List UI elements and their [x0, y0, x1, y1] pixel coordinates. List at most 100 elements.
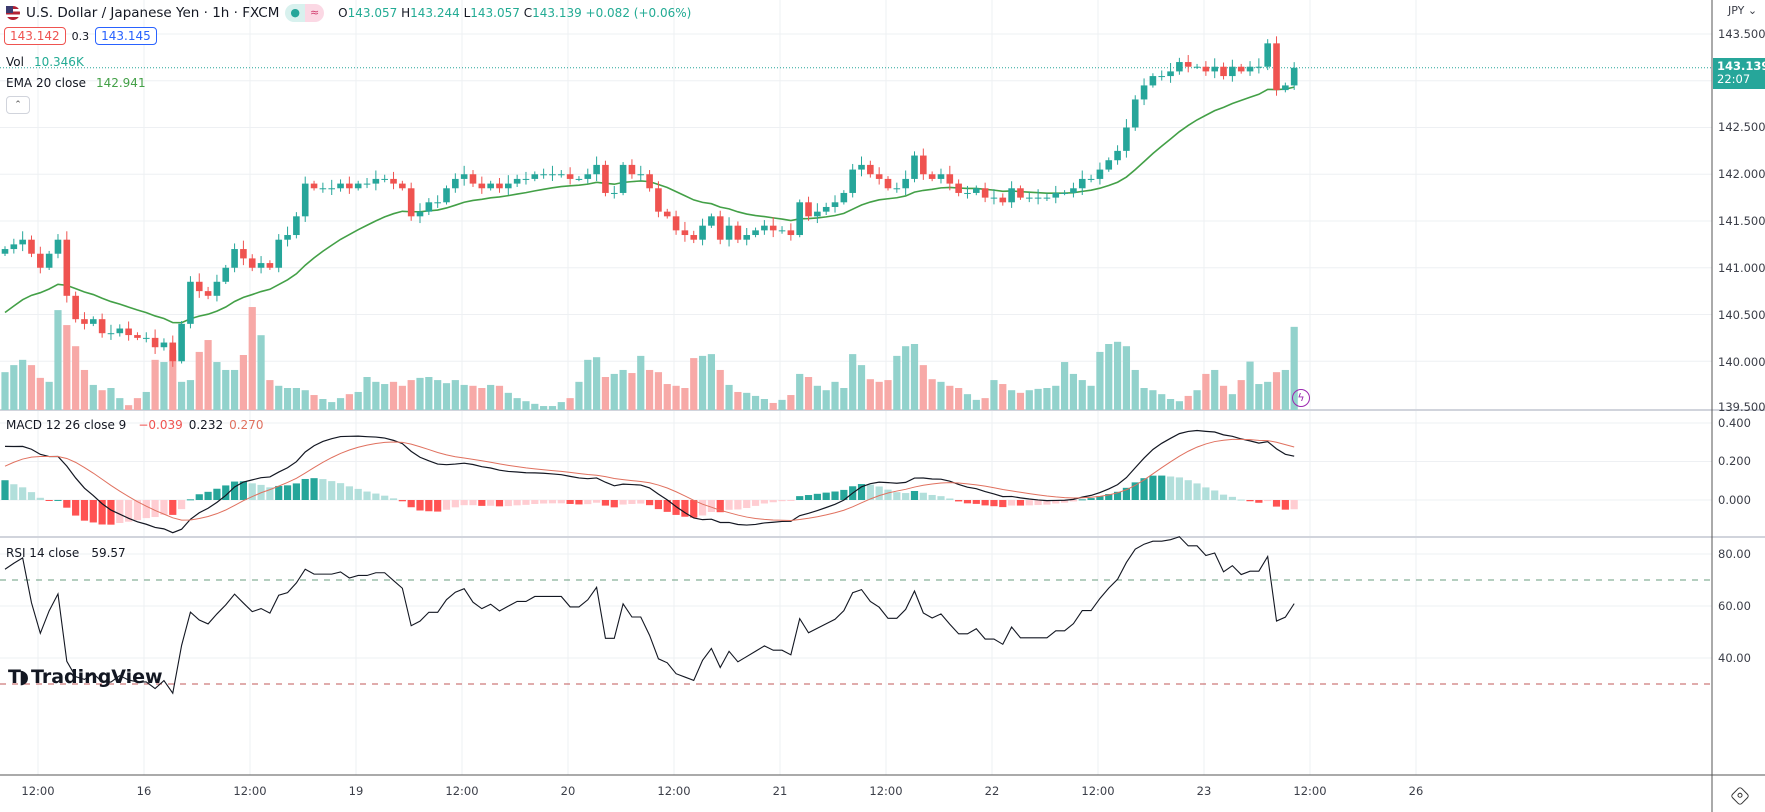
volume-bar [301, 390, 309, 410]
candle-body [1176, 62, 1183, 72]
volume-bar [336, 398, 345, 410]
candle-body [946, 174, 954, 184]
macd-histogram-bar [142, 500, 150, 519]
lightning-event-icon[interactable]: ϟ [1292, 389, 1310, 407]
candle-body [964, 192, 971, 194]
volume-bar [663, 384, 671, 410]
volume-bar [681, 388, 689, 410]
volume-bar [1184, 395, 1192, 410]
candle-body [1193, 66, 1201, 68]
macd-histogram-bar [416, 500, 424, 511]
candle-body [81, 319, 88, 324]
macd-histogram-bar [910, 490, 919, 500]
macd-histogram-bar [107, 500, 115, 525]
candle-body [734, 225, 742, 240]
macd-histogram-bar [610, 500, 618, 508]
rsi-legend[interactable]: RSI 14 close 59.57 [6, 546, 126, 560]
macd-histogram-bar [628, 500, 636, 504]
candle-body [540, 174, 547, 176]
volume-bar [981, 398, 989, 410]
candle-body [284, 235, 291, 240]
macd-histogram-bar [469, 500, 477, 506]
volume-bar [107, 388, 115, 410]
ema-legend[interactable]: EMA 20 close 142.941 [6, 76, 146, 90]
volume-bar [637, 355, 645, 410]
rsi-tick-label: 80.00 [1718, 547, 1751, 561]
tradingview-logo[interactable]: T◗ TradingView [8, 666, 163, 688]
macd-tick-label: 0.400 [1718, 416, 1751, 430]
volume-bar [955, 388, 963, 410]
volume-bar [142, 391, 150, 410]
volume-bar [813, 385, 821, 410]
macd-histogram-bar [698, 500, 707, 516]
time-tick-label: 26 [1408, 784, 1424, 798]
volume-bar [734, 391, 742, 410]
volume-bar [1193, 390, 1201, 410]
macd-histogram-bar [1237, 499, 1245, 501]
macd-histogram-bar [778, 500, 786, 502]
volume-bar [902, 346, 910, 410]
candle-body [116, 328, 124, 334]
volume-bar [487, 384, 495, 410]
volume-bar [787, 395, 795, 410]
volume-bar [460, 384, 468, 410]
volume-bar [566, 398, 574, 410]
macd-histogram-bar [769, 500, 777, 503]
candle-body [487, 183, 494, 189]
volume-bar [1087, 385, 1095, 410]
currency-dropdown[interactable]: JPY ⌄ [1728, 4, 1758, 17]
candle-body [1114, 150, 1121, 161]
candle-body [275, 239, 283, 268]
macd-histogram-bar [336, 483, 345, 500]
candle-body [363, 183, 371, 185]
volume-bar [1113, 341, 1122, 410]
macd-legend[interactable]: MACD 12 26 close 9 −0.039 0.232 0.270 [6, 418, 264, 432]
volume-bar [292, 388, 300, 410]
volume-bar [866, 379, 874, 410]
volume-bar [54, 310, 62, 410]
candle-body [1211, 66, 1219, 72]
volume-bar [610, 373, 618, 410]
candle-body [849, 169, 856, 193]
volume-bar [725, 384, 733, 410]
collapse-legend-button[interactable]: ⌃ [6, 96, 30, 114]
volume-bar [19, 359, 27, 410]
volume-bar [389, 381, 398, 410]
candle-body [566, 174, 574, 179]
volume-bar [1255, 384, 1263, 410]
volume-legend[interactable]: Vol 10.346K [6, 55, 84, 69]
buy-price-button[interactable]: 143.145 [95, 27, 157, 45]
candle-body [354, 183, 362, 189]
candle-body [1264, 43, 1271, 67]
candle-body [1, 249, 9, 254]
last-price-label: 143.139 22:07 [1713, 58, 1765, 89]
macd-histogram-bar [363, 491, 371, 500]
macd-histogram-bar [813, 493, 821, 500]
macd-histogram-bar [1290, 500, 1298, 510]
candle-body [990, 197, 998, 199]
candle-body [513, 178, 521, 184]
price-tick-label: 140.000 [1718, 355, 1765, 369]
candle-body [557, 174, 565, 176]
volume-bar [80, 369, 89, 410]
macd-histogram-bar [398, 500, 406, 502]
symbol-legend[interactable]: U.S. Dollar / Japanese Yen · 1h · FXCM ●… [6, 4, 691, 22]
volume-bar [575, 381, 583, 410]
macd-histogram-bar [266, 487, 274, 500]
candle-body [840, 192, 848, 203]
candle-body [213, 281, 221, 296]
volume-bar [204, 340, 212, 410]
candle-body [204, 291, 212, 296]
macd-histogram-bar [1202, 487, 1210, 500]
volume-bar [1122, 346, 1131, 410]
macd-histogram-bar [319, 479, 327, 500]
candle-body [1105, 160, 1113, 170]
candle-body [531, 174, 539, 179]
sell-price-button[interactable]: 143.142 [4, 27, 66, 45]
candle-body [955, 183, 962, 193]
candle-body [1087, 178, 1095, 180]
market-status[interactable]: ● ≈ [285, 4, 325, 22]
volume-bar [557, 402, 565, 410]
volume-bar [893, 355, 901, 410]
